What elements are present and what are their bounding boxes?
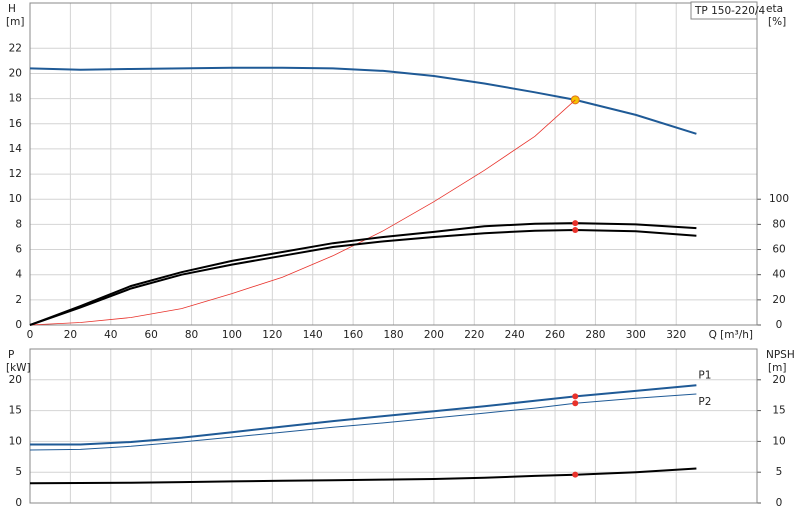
y2-tick-label: 0 xyxy=(776,497,783,509)
y-axis-label: H xyxy=(8,3,16,15)
y-tick-label: 10 xyxy=(9,435,22,447)
y-tick-label: 2 xyxy=(15,294,22,306)
x-tick-label: 220 xyxy=(464,329,484,341)
x-axis-label: Q [m³/h] xyxy=(709,329,753,341)
y-tick-label: 0 xyxy=(15,319,22,331)
series-label: P2 xyxy=(698,396,711,408)
duty-point xyxy=(572,400,579,407)
y-tick-label: 12 xyxy=(9,168,22,180)
x-tick-label: 140 xyxy=(303,329,323,341)
series-line xyxy=(29,99,576,326)
chart-title: TP 150-220/4 xyxy=(694,5,765,17)
x-tick-label: 100 xyxy=(222,329,242,341)
plot-frame xyxy=(29,2,758,326)
series-line xyxy=(30,384,697,446)
duty-point xyxy=(572,471,579,478)
y2-tick-label: 15 xyxy=(772,405,785,417)
y-tick-label: 5 xyxy=(15,466,22,478)
y2-tick-label: 10 xyxy=(772,435,785,447)
y-tick-label: 16 xyxy=(9,118,23,130)
x-tick-label: 280 xyxy=(585,329,605,341)
y2-tick-label: 60 xyxy=(772,244,785,256)
y2-tick-label: 40 xyxy=(772,269,785,281)
y-tick-label: 10 xyxy=(9,193,22,205)
y-tick-label: 18 xyxy=(9,93,22,105)
y2-axis-unit: [m] xyxy=(768,362,786,374)
x-tick-label: 60 xyxy=(144,329,157,341)
x-tick-label: 240 xyxy=(505,329,525,341)
y2-tick-label: 100 xyxy=(769,193,789,205)
x-tick-label: 180 xyxy=(383,329,403,341)
y-tick-label: 20 xyxy=(9,374,22,386)
series-line xyxy=(29,467,697,485)
x-tick-label: 260 xyxy=(545,329,565,341)
y-axis-unit: [m] xyxy=(6,16,24,28)
y2-axis-label: eta xyxy=(766,3,783,15)
y-axis-unit: [kW] xyxy=(6,362,31,374)
y2-tick-label: 80 xyxy=(772,218,785,230)
y-tick-label: 4 xyxy=(15,269,22,281)
y2-tick-label: 20 xyxy=(772,374,785,386)
y2-axis-label: NPSH xyxy=(766,349,795,361)
duty-point xyxy=(572,220,579,227)
y2-tick-label: 0 xyxy=(776,319,783,331)
y-tick-label: 6 xyxy=(15,244,22,256)
x-tick-label: 320 xyxy=(666,329,686,341)
series-line xyxy=(29,393,697,451)
duty-point xyxy=(572,393,579,400)
x-tick-label: 40 xyxy=(104,329,117,341)
x-tick-label: 0 xyxy=(27,329,34,341)
y-tick-label: 20 xyxy=(9,67,22,79)
title-box xyxy=(690,1,758,20)
plot-frame xyxy=(29,348,758,504)
x-tick-label: 300 xyxy=(626,329,646,341)
y-tick-label: 8 xyxy=(15,218,22,230)
x-tick-label: 160 xyxy=(343,329,363,341)
y-axis-label: P xyxy=(8,349,14,361)
series-line xyxy=(29,228,697,326)
y-tick-label: 22 xyxy=(9,42,22,54)
x-tick-label: 20 xyxy=(64,329,77,341)
y-tick-label: 14 xyxy=(9,143,23,155)
y2-axis-unit: [%] xyxy=(768,16,786,28)
x-tick-label: 120 xyxy=(262,329,282,341)
y-tick-label: 15 xyxy=(9,405,22,417)
x-tick-label: 80 xyxy=(185,329,198,341)
y-tick-label: 0 xyxy=(15,497,22,509)
series-line xyxy=(29,222,697,326)
duty-point xyxy=(572,227,579,234)
y2-tick-label: 20 xyxy=(772,294,785,306)
x-tick-label: 200 xyxy=(424,329,444,341)
y2-tick-label: 5 xyxy=(776,466,783,478)
series-label: P1 xyxy=(698,369,711,381)
series-line xyxy=(29,66,697,135)
